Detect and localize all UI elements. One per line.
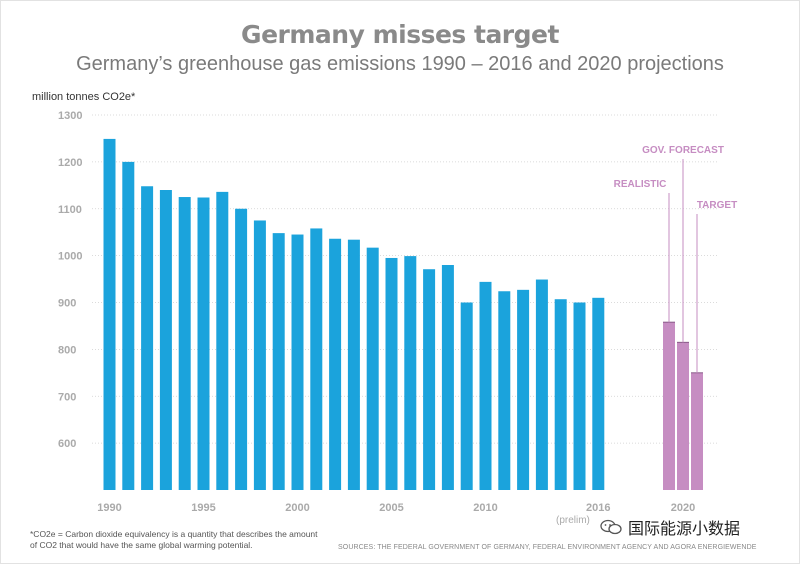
projection-bar-realistic xyxy=(663,322,675,490)
watermark-text: 国际能源小数据 xyxy=(628,519,741,538)
bar-2000 xyxy=(291,234,304,490)
projection-label: REALISTIC xyxy=(614,179,667,190)
bar-2014 xyxy=(554,299,567,490)
projection-label: TARGET xyxy=(697,200,737,211)
bar-2001 xyxy=(310,228,323,490)
chart-title: Germany misses target xyxy=(241,20,559,49)
bar-2016 xyxy=(592,297,605,490)
chart-subtitle: Germany’s greenhouse gas emissions 1990 … xyxy=(76,53,724,75)
wechat-icon xyxy=(600,519,622,535)
y-tick-label: 700 xyxy=(58,391,76,403)
bar-2015 xyxy=(573,302,586,490)
bar-2009 xyxy=(460,302,473,490)
bar-1997 xyxy=(235,208,248,490)
bar-2003 xyxy=(347,239,360,490)
prelim-annotation: (prelim) xyxy=(556,515,590,526)
y-tick-label: 600 xyxy=(58,438,76,450)
bar-1992 xyxy=(141,186,154,490)
projection-bar-target xyxy=(691,372,703,490)
x-tick-label: 1990 xyxy=(97,502,121,514)
y-tick-label: 1200 xyxy=(58,157,82,169)
y-tick-label: 1000 xyxy=(58,251,82,263)
bar-2007 xyxy=(423,269,436,490)
bar-2011 xyxy=(498,291,511,490)
bar-2005 xyxy=(385,257,398,490)
projection-label: GOV. FORECAST xyxy=(642,145,724,156)
y-tick-label: 1100 xyxy=(58,204,82,216)
bar-2002 xyxy=(329,238,342,490)
y-tick-label: 1300 xyxy=(58,110,82,122)
bar-1990 xyxy=(103,138,116,490)
projection-bar-gov-forecast xyxy=(677,342,689,490)
bar-2012 xyxy=(517,289,530,490)
bar-1993 xyxy=(159,190,172,490)
y-axis-label: million tonnes CO2e* xyxy=(32,91,136,103)
watermark: 国际能源小数据 xyxy=(598,514,743,540)
x-tick-label: 1995 xyxy=(191,502,215,514)
x-tick-label: 2016 xyxy=(586,502,610,514)
y-tick-label: 800 xyxy=(58,344,76,356)
bar-1998 xyxy=(253,220,266,490)
footnote: *CO2e = Carbon dioxide equivalency is a … xyxy=(30,529,318,550)
bar-2004 xyxy=(366,247,379,490)
x-tick-label: 2010 xyxy=(473,502,497,514)
x-tick-label: 2000 xyxy=(285,502,309,514)
bar-1995 xyxy=(197,197,210,490)
bar-2010 xyxy=(479,281,492,490)
bar-1996 xyxy=(216,191,229,490)
sources-credit: SOURCES: THE FEDERAL GOVERNMENT OF GERMA… xyxy=(338,544,757,551)
bar-1991 xyxy=(122,161,135,490)
x-tick-label: 2020 xyxy=(671,502,695,514)
bar-2008 xyxy=(441,265,454,490)
x-tick-label: 2005 xyxy=(379,502,403,514)
bar-2006 xyxy=(404,256,417,490)
y-tick-label: 900 xyxy=(58,298,76,310)
bar-2013 xyxy=(535,279,548,490)
bar-1994 xyxy=(178,197,191,490)
bar-1999 xyxy=(272,233,285,490)
